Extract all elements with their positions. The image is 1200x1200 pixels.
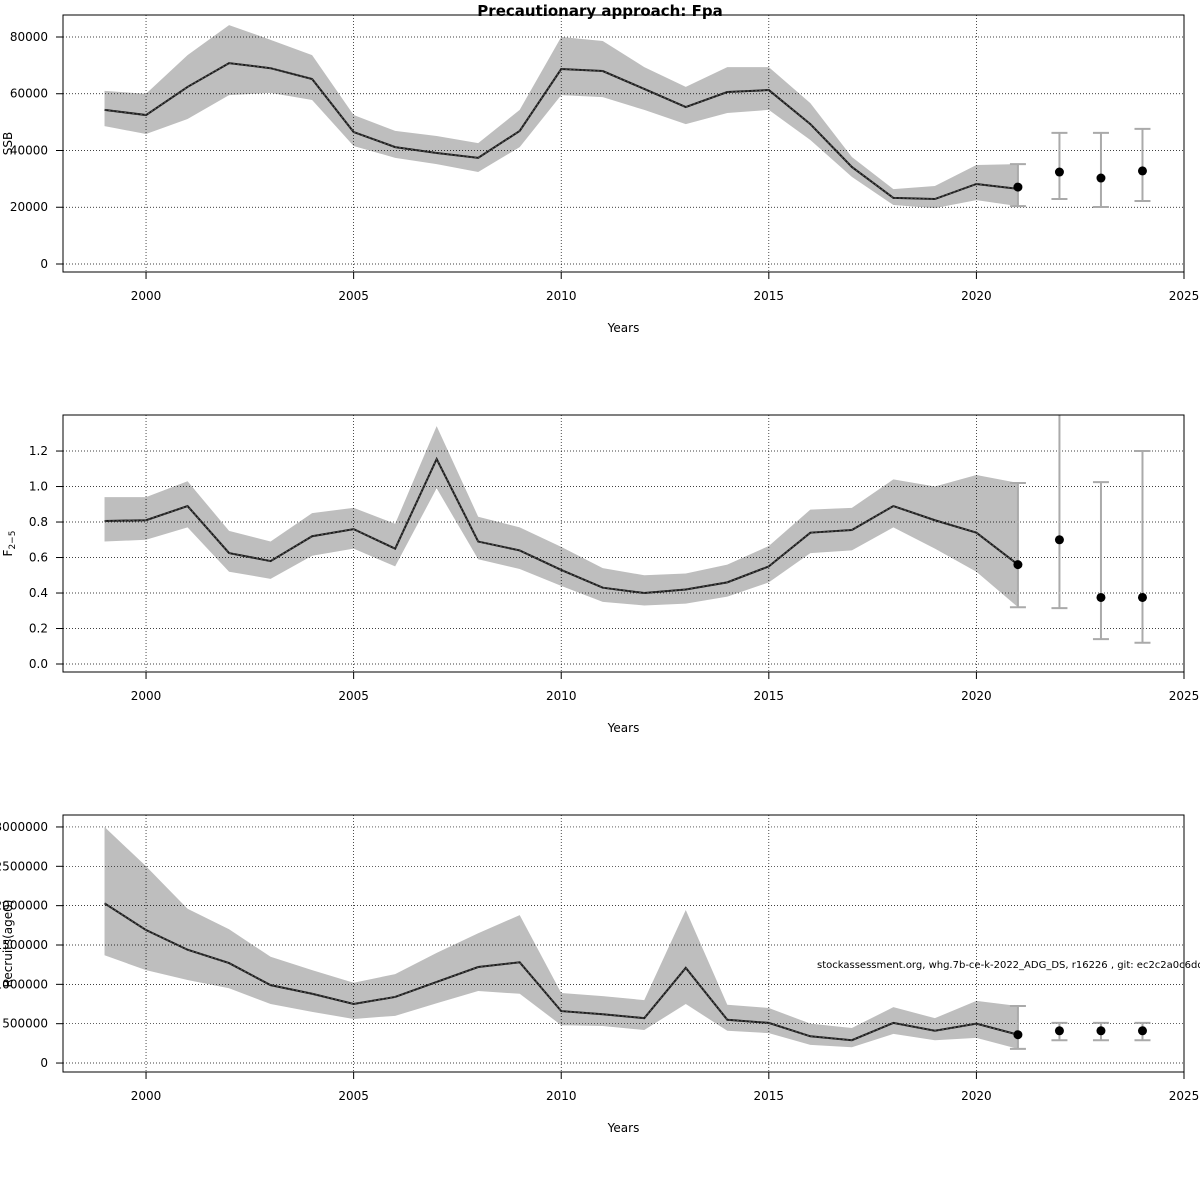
x-tick-label: 2005 [338, 1089, 369, 1103]
y-tick-label: 20000 [10, 200, 48, 214]
estimate-line-dash [104, 902, 1019, 1041]
confidence-band [104, 426, 1018, 608]
plot-area [63, 15, 1184, 272]
data-point [1137, 592, 1147, 602]
x-axis-label: Years [607, 321, 640, 335]
x-tick-label: 2000 [131, 289, 162, 303]
plot-frame [62, 14, 1185, 273]
y-axis-label: F2−5 [1, 531, 18, 557]
data-point [1013, 182, 1023, 192]
panel-2: 2000 2005 2010 2015 2020 2025 Years 0.0 0.2 0.4 0.… [1, 414, 1200, 735]
y-axis-label: SSB [1, 132, 15, 155]
data-point [1096, 592, 1106, 602]
data-point [1054, 1026, 1064, 1036]
panel-3: 2000 2005 2010 2015 2020 2025 Years 0 500000 1000… [0, 814, 1200, 1135]
plot-frame [62, 414, 1185, 673]
x-tick-label: 2015 [754, 1089, 785, 1103]
x-tick-label: 2010 [546, 1089, 577, 1103]
estimate-line-dash [104, 457, 1019, 594]
data-point [1096, 173, 1106, 183]
y-tick-label: 0 [40, 1056, 48, 1070]
y-tick-label: 3000000 [0, 820, 48, 834]
data-point [1137, 166, 1147, 176]
y-tick-label: 0.2 [29, 622, 48, 636]
y-tick-label: 0.0 [29, 657, 48, 671]
y-tick-label: 60000 [10, 87, 48, 101]
x-tick-label: 2025 [1169, 289, 1200, 303]
panel-1: 2000 2005 2010 2015 2020 2025 Years 0 20000 40000… [1, 14, 1200, 335]
x-tick-label: 2025 [1169, 1089, 1200, 1103]
data-point [1054, 535, 1064, 545]
x-tick-label: 2010 [546, 689, 577, 703]
y-tick-label: 0.4 [29, 586, 48, 600]
confidence-band [104, 826, 1018, 1049]
x-tick-label: 2015 [754, 289, 785, 303]
y-tick-label: 1500000 [0, 938, 48, 952]
data-point [1013, 560, 1023, 570]
x-tick-label: 2015 [754, 689, 785, 703]
y-tick-label: 1.2 [29, 444, 48, 458]
confidence-band [104, 25, 1018, 209]
x-tick-label: 2005 [338, 689, 369, 703]
data-point [1054, 167, 1064, 177]
x-axis-label: Years [607, 721, 640, 735]
x-tick-label: 2000 [131, 1089, 162, 1103]
x-tick-label: 2025 [1169, 689, 1200, 703]
y-tick-label: 80000 [10, 30, 48, 44]
x-tick-label: 2005 [338, 289, 369, 303]
y-tick-label: 0.8 [29, 515, 48, 529]
y-axis-label-subscript: 2−5 [8, 531, 18, 550]
data-point [1096, 1026, 1106, 1036]
x-tick-label: 2010 [546, 289, 577, 303]
x-tick-label: 2000 [131, 689, 162, 703]
plot-area [63, 415, 1184, 672]
plot-frame [62, 814, 1185, 1073]
x-tick-label: 2020 [961, 289, 992, 303]
y-tick-label: 2500000 [0, 859, 48, 873]
x-axis-label: Years [607, 1121, 640, 1135]
y-tick-label: 0.6 [29, 551, 48, 565]
x-tick-label: 2020 [961, 689, 992, 703]
y-tick-label: 500000 [2, 1017, 48, 1031]
data-point [1137, 1026, 1147, 1036]
plot-area [63, 815, 1184, 1072]
x-tick-label: 2020 [961, 1089, 992, 1103]
data-point [1013, 1030, 1023, 1040]
footnote: stockassessment.org, whg.7b-ce-k-2022_AD… [817, 960, 1200, 971]
y-tick-label: 0 [40, 257, 48, 271]
y-tick-label: 1000000 [0, 977, 48, 991]
y-tick-label: 40000 [10, 143, 48, 157]
y-tick-label: 2000000 [0, 899, 48, 913]
chart-title: Precautionary approach: Fpa [477, 2, 722, 20]
y-tick-label: 1.0 [29, 480, 48, 494]
y-axis-label: Recruits(age0) [1, 900, 15, 988]
estimate-line-dash [104, 62, 1018, 200]
